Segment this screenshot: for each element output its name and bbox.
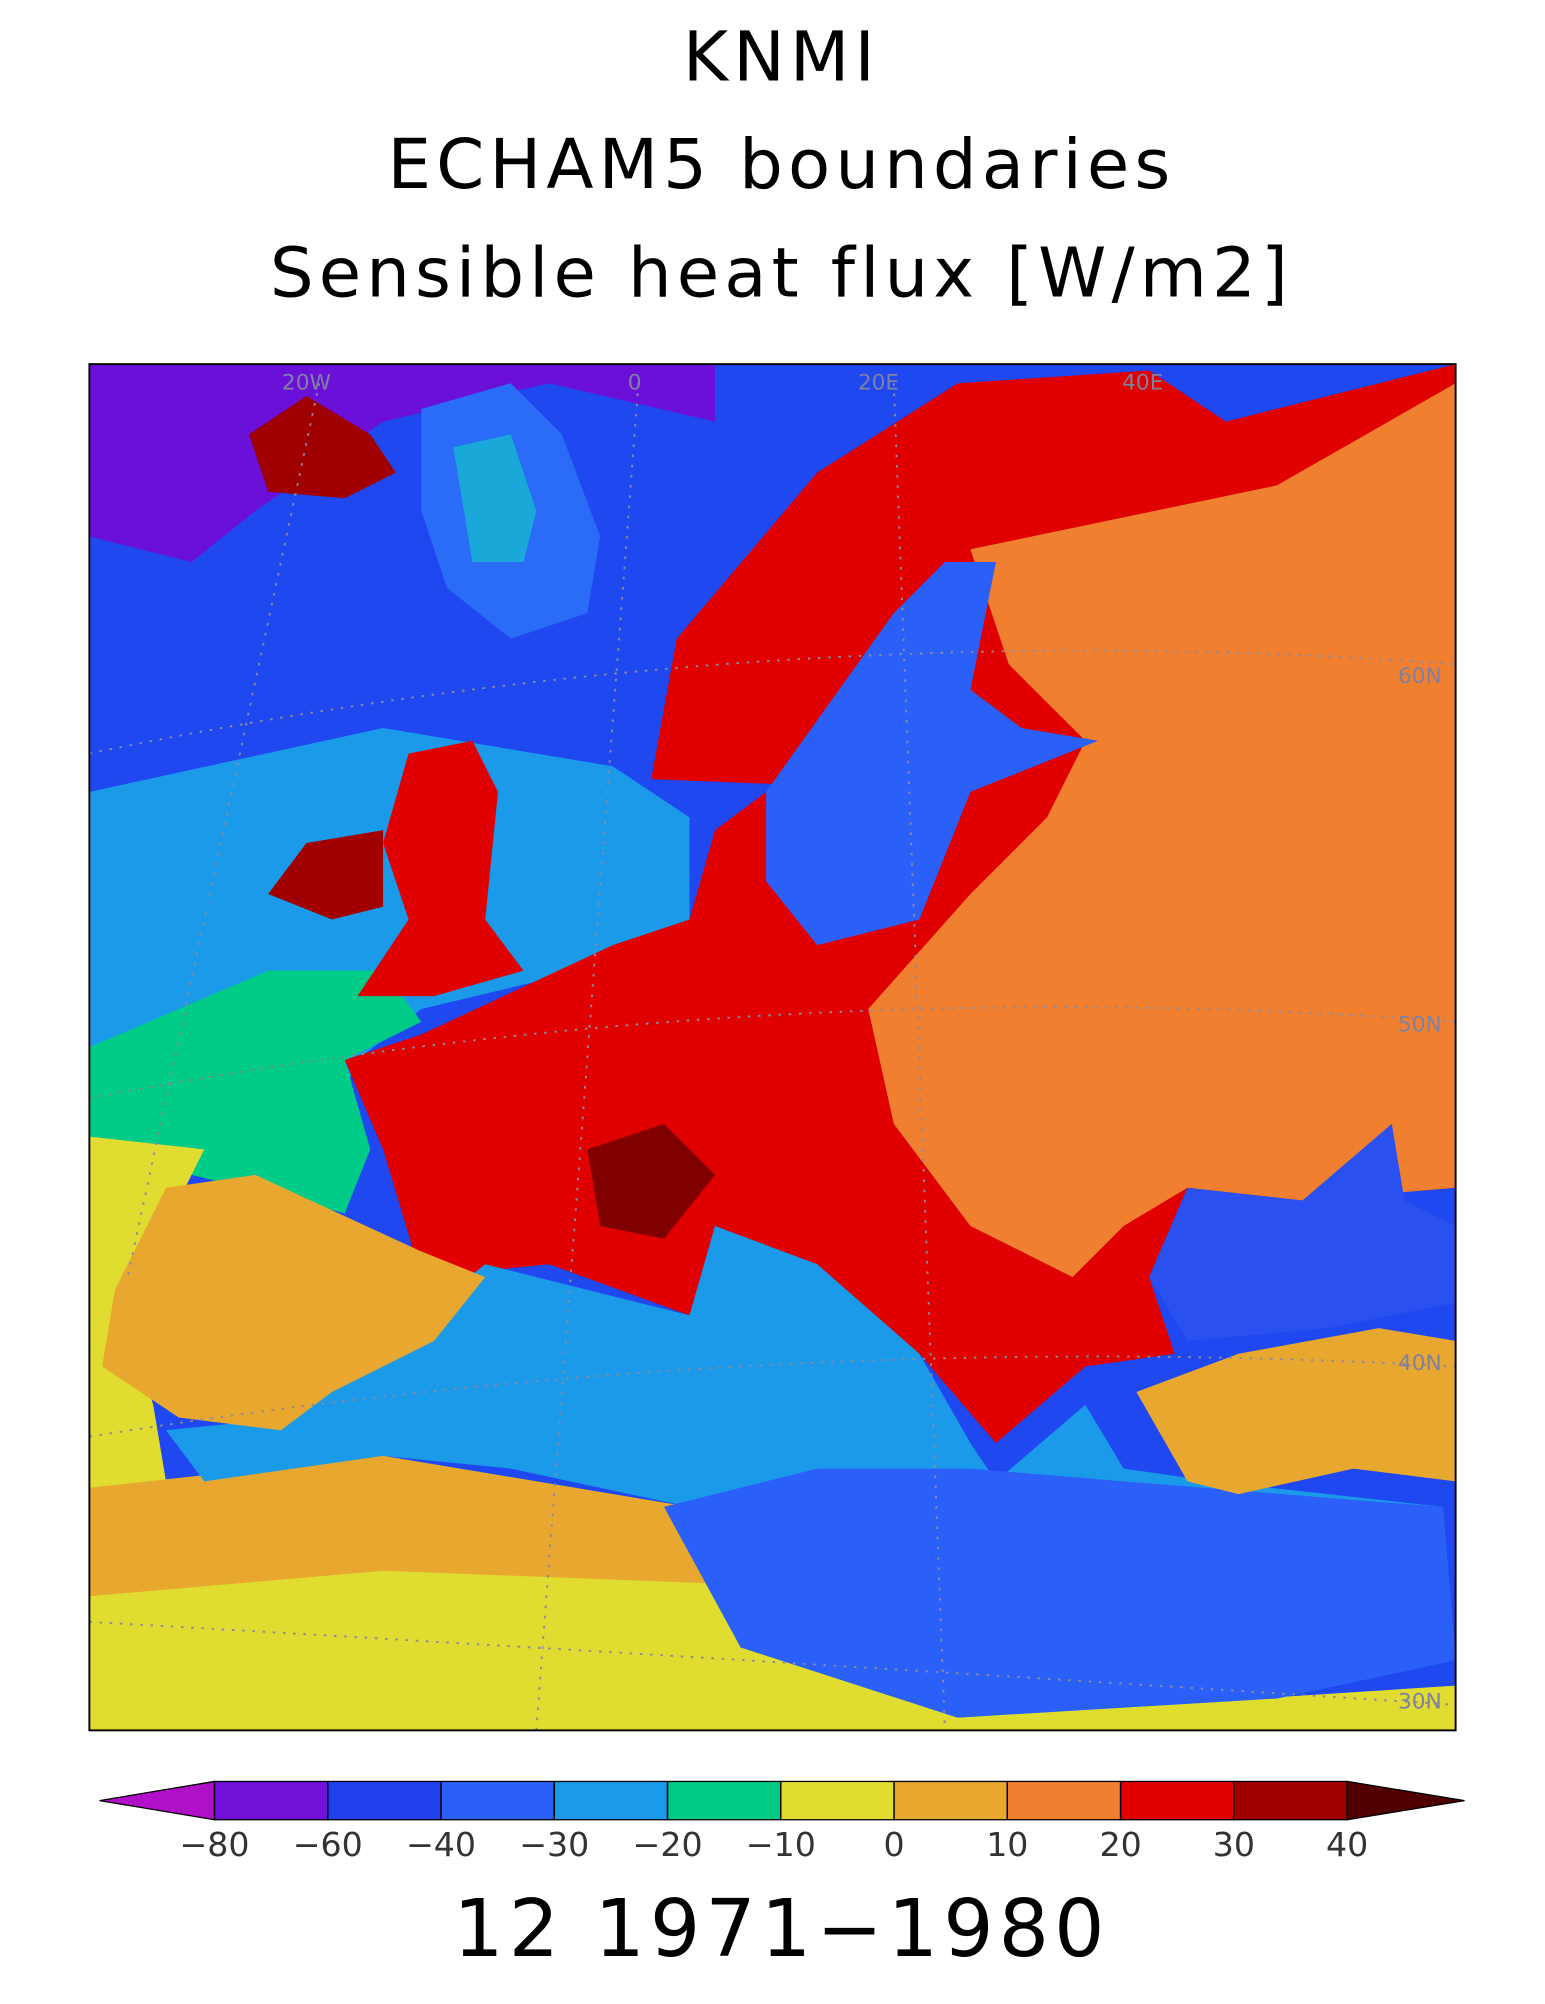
grid-label: 40E: [1122, 370, 1163, 395]
colorbar-tick-label: 10: [986, 1825, 1028, 1864]
grid-label: 20E: [858, 370, 899, 395]
land-alps: [587, 1123, 716, 1239]
ocean-warm: [89, 1136, 205, 1488]
colorbar-segment: [553, 1780, 669, 1821]
title-line: Sensible heat flux [W/m2]: [270, 233, 1293, 313]
colorbar-segment: [1233, 1780, 1348, 1821]
colorbar-tick-label: −80: [179, 1825, 249, 1864]
land-east: [868, 383, 1456, 1278]
colorbar-segment: [666, 1780, 782, 1821]
colorbar-segment: [893, 1780, 1008, 1821]
colorbar-segment: [213, 1780, 329, 1821]
grid-label: 50N: [1398, 1013, 1442, 1038]
baltic: [766, 562, 1099, 946]
land-britain: [357, 740, 524, 997]
colorbar-tick-label: 0: [883, 1825, 904, 1864]
colorbar-segment: [327, 1780, 442, 1821]
grid-labels: 20W 0 20E 40E 60N 50N 40N 30N: [282, 370, 1442, 1714]
colorbar-segment: [440, 1780, 555, 1821]
colorbar-tick-label: 30: [1213, 1825, 1255, 1864]
colorbar-tick-label: −20: [633, 1825, 703, 1864]
graticule: [89, 383, 1456, 1731]
grid-label: 20W: [282, 370, 331, 395]
map-frame: [88, 363, 1457, 1732]
land-iceland: [248, 396, 396, 499]
graticule-line: [535, 383, 640, 1731]
colorbar-tick-label: −10: [746, 1825, 816, 1864]
title-line: ECHAM5 boundaries: [387, 125, 1175, 205]
colorbar-tick-label: 20: [1099, 1825, 1141, 1864]
ocean-cold: [89, 364, 716, 563]
grid-label: 40N: [1398, 1351, 1442, 1376]
colorbar-over: [1346, 1780, 1465, 1821]
colorbar: −80 −60 −40 −30 −20 −10 0 10 20 30 40: [99, 1780, 1465, 1864]
land-anatolia: [1136, 1328, 1456, 1495]
graticule-line: [89, 649, 1456, 755]
footer-label: 12 1971−1980: [453, 1883, 1109, 1975]
mediterranean: [663, 1468, 1456, 1718]
black-sea: [1149, 1123, 1456, 1341]
colorbar-segment: [1119, 1780, 1235, 1821]
graticule-line: [89, 1006, 1456, 1100]
colorbar-tick-label: −60: [293, 1825, 363, 1864]
grid-label: 30N: [1398, 1689, 1442, 1714]
colorbar-under: [99, 1780, 216, 1821]
land-iberia: [102, 1174, 486, 1431]
ocean-warm: [453, 434, 537, 563]
colorbar-segment: [780, 1780, 895, 1821]
grid-label: 60N: [1398, 664, 1442, 689]
grid-label: 0: [628, 370, 642, 395]
colorbar-segment: [1006, 1780, 1122, 1821]
land-africa: [89, 1455, 716, 1597]
colorbar-tick-label: −40: [406, 1825, 476, 1864]
land-ireland: [268, 830, 384, 920]
map: [89, 364, 1456, 1731]
colorbar-tick-label: 40: [1326, 1825, 1368, 1864]
graticule-line: [89, 1355, 1456, 1438]
colorbar-tick-label: −30: [519, 1825, 589, 1864]
title-line: KNMI: [683, 18, 880, 98]
